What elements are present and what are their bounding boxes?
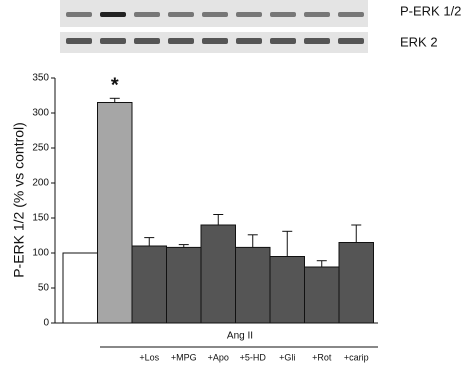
blot-band [236, 38, 262, 44]
bar [166, 246, 202, 324]
bar [235, 246, 271, 324]
blot-band [66, 12, 92, 17]
blot-band [338, 38, 364, 44]
x-tick-label: +Rot [312, 352, 332, 362]
blot-band [270, 38, 296, 44]
blot-band [100, 12, 126, 17]
bar [62, 252, 98, 324]
blot-label: P-ERK 1/2 [400, 3, 461, 18]
annotation: * [111, 75, 119, 97]
blot-band [134, 38, 160, 44]
blot-band [100, 38, 126, 44]
blot-band [202, 38, 228, 44]
y-tick-label: 200 [32, 178, 49, 189]
blot-band [168, 38, 194, 44]
x-tick-label: +5-HD [240, 352, 267, 362]
blot-band [66, 38, 92, 44]
bar [97, 102, 133, 324]
bar [131, 245, 167, 324]
y-axis-label: P-ERK 1/2 (% vs control) [11, 122, 27, 278]
x-tick-label: +Los [139, 352, 159, 362]
y-tick-label: 150 [32, 213, 49, 224]
x-tick-label: +Gli [279, 352, 295, 362]
blot-band [304, 38, 330, 44]
y-tick-label: 50 [38, 283, 50, 294]
y-tick-label: 0 [43, 318, 49, 329]
y-tick-label: 300 [32, 108, 49, 119]
blot-band [236, 12, 262, 17]
bar [200, 224, 236, 324]
x-tick-label: +MPG [171, 352, 197, 362]
bar [338, 242, 374, 324]
bar [304, 266, 340, 324]
blot-band [202, 12, 228, 17]
blot-band [134, 12, 160, 17]
x-tick-label: +Apo [208, 352, 229, 362]
blot-band [270, 12, 296, 17]
x-tick-label: +carip [344, 352, 369, 362]
y-tick-label: 100 [32, 248, 49, 259]
group-label: Ang II [227, 331, 253, 342]
blot-band [168, 12, 194, 17]
blot-band [304, 12, 330, 17]
y-tick-label: 350 [32, 73, 49, 84]
y-tick-label: 250 [32, 143, 49, 154]
blot-band [338, 12, 364, 17]
bar [269, 256, 305, 324]
blot-label: ERK 2 [400, 34, 438, 49]
